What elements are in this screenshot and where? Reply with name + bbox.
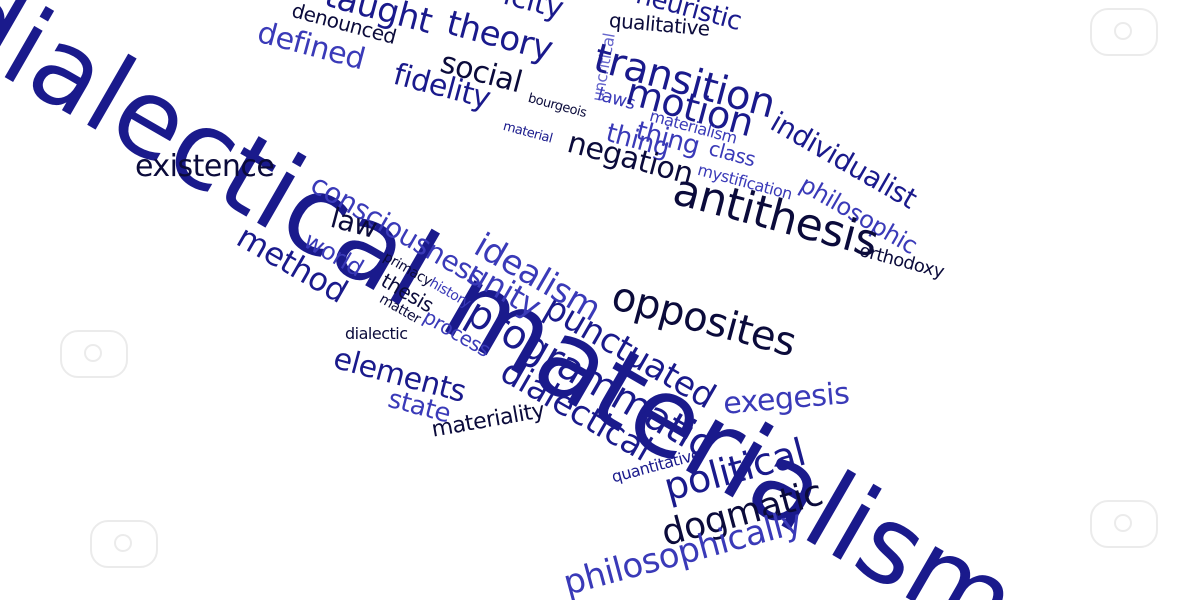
watermark-icon: [1090, 500, 1158, 548]
watermark-icon: [60, 330, 128, 378]
word-existence: existence: [135, 149, 275, 184]
word-exegesis: exegesis: [721, 376, 851, 422]
word-denounced: bourgeois: [526, 91, 588, 121]
word-bourgeois: material: [501, 119, 554, 147]
word-dialectic: dialectic: [345, 324, 408, 343]
watermark-icon: [90, 520, 158, 568]
watermark-icon: [1090, 8, 1158, 56]
